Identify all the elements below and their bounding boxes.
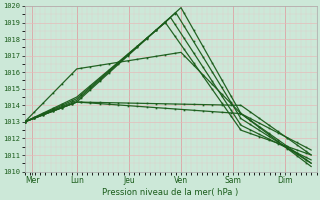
X-axis label: Pression niveau de la mer( hPa ): Pression niveau de la mer( hPa ) [102,188,239,197]
